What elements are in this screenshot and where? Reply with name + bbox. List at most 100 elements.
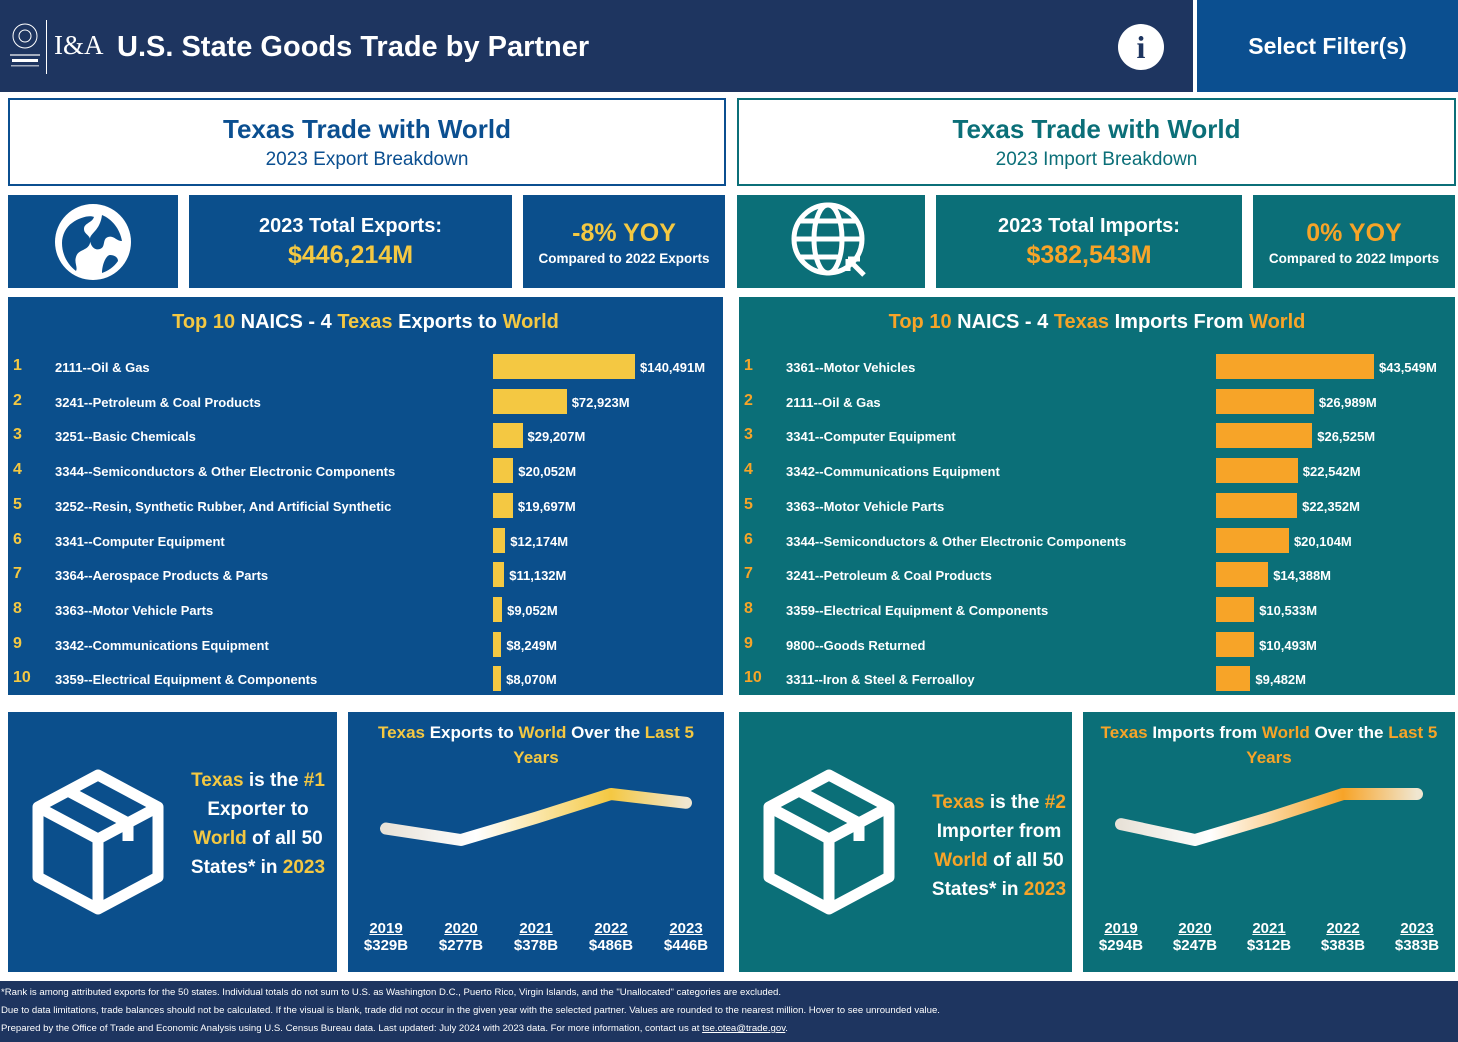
value-label: $8,249M: [506, 637, 557, 653]
title-segment: Texas: [378, 723, 425, 742]
rank-number: 7: [744, 565, 753, 583]
trend-point-label[interactable]: 2019 $294B: [1091, 920, 1151, 954]
naics-name: 3363--Motor Vehicle Parts: [55, 602, 214, 618]
top10-row[interactable]: 6 3344--Semiconductors & Other Electronic…: [739, 523, 1455, 557]
top10-row[interactable]: 1 2111--Oil & Gas $140,491M: [8, 349, 723, 383]
trend-value: $383B: [1394, 937, 1440, 954]
top10-row[interactable]: 1 3361--Motor Vehicles $43,549M: [739, 349, 1455, 383]
value-label: $9,052M: [507, 602, 558, 618]
trend-point-label[interactable]: 2020 $277B: [431, 920, 491, 954]
top10-row[interactable]: 3 3251--Basic Chemicals $29,207M: [8, 418, 723, 452]
footer-note-3: Prepared by the Office of Trade and Econ…: [1, 1017, 1458, 1035]
trend-point-label[interactable]: 2023 $446B: [656, 920, 716, 954]
rank-number: 10: [13, 669, 31, 687]
info-icon[interactable]: i: [1118, 24, 1164, 70]
export-trend-title: Texas Exports to World Over the Last 5 Y…: [358, 720, 714, 770]
naics-name: 3359--Electrical Equipment & Components: [55, 672, 318, 688]
import-title: Texas Trade with World: [952, 114, 1241, 144]
top10-row[interactable]: 10 3359--Electrical Equipment & Component…: [8, 661, 723, 695]
export-rank-card: Texas is the #1 Exporter to World of all…: [8, 712, 337, 972]
title-segment: Over the: [566, 723, 645, 742]
naics-name: 3364--Aerospace Products & Parts: [55, 568, 269, 584]
rank-number: 8: [744, 599, 753, 617]
contact-email-link[interactable]: tse.otea@trade.gov: [702, 1023, 786, 1034]
footer-note-1: *Rank is among attributed exports for th…: [1, 987, 782, 998]
title-segment: 2023: [282, 857, 326, 878]
title-segment: Texas: [1053, 311, 1110, 333]
trend-point-label[interactable]: 2023 $383B: [1387, 920, 1447, 954]
value-bar: [493, 666, 502, 692]
top10-row[interactable]: 8 3359--Electrical Equipment & Components…: [739, 592, 1455, 626]
value-label: $22,352M: [1302, 498, 1360, 514]
value-bar: [1216, 458, 1298, 484]
top10-row[interactable]: 2 2111--Oil & Gas $26,989M: [739, 384, 1455, 418]
title-segment: NAICS - 4: [235, 311, 338, 333]
trend-year: 2019: [369, 920, 403, 937]
value-bar: [1216, 492, 1298, 518]
trend-point-label[interactable]: 2021 $312B: [1239, 920, 1299, 954]
trend-point-label[interactable]: 2020 $247B: [1165, 920, 1225, 954]
title-segment: is the: [243, 770, 304, 791]
header-bar: [0, 0, 1193, 92]
total-imports-label: 2023 Total Imports:: [998, 215, 1180, 237]
top10-row[interactable]: 4 3344--Semiconductors & Other Electronic…: [8, 453, 723, 487]
top10-row[interactable]: 10 3311--Iron & Steel & Ferroalloy $9,482M: [739, 661, 1455, 695]
footer-note-2: Due to data limitations, trade balances …: [1, 1005, 940, 1016]
import-yoy-value: 0% YOY: [1306, 219, 1402, 247]
rank-number: 10: [744, 669, 762, 687]
import-icon-box: [737, 195, 925, 288]
import-trend-title: Texas Imports from World Over the Last 5…: [1093, 720, 1445, 770]
rank-number: 2: [13, 391, 22, 409]
top10-row[interactable]: 7 3241--Petroleum & Coal Products $14,388M: [739, 557, 1455, 591]
export-subtitle: 2023 Export Breakdown: [265, 149, 469, 170]
trend-point-label[interactable]: 2021 $378B: [506, 920, 566, 954]
value-label: $14,388M: [1273, 568, 1332, 584]
top10-row[interactable]: 5 3252--Resin, Synthetic Rubber, And Arti…: [8, 488, 723, 522]
value-label: $19,697M: [517, 498, 576, 514]
import-subtitle: 2023 Import Breakdown: [995, 149, 1198, 170]
naics-name: 3341--Computer Equipment: [55, 533, 225, 549]
trend-year: 2020: [444, 920, 478, 937]
top10-row[interactable]: 5 3363--Motor Vehicle Parts $22,352M: [739, 488, 1455, 522]
top10-row[interactable]: 7 3364--Aerospace Products & Parts $11,132…: [8, 557, 723, 591]
title-segment: Exports to: [425, 723, 519, 742]
export-yoy-caption: Compared to 2022 Exports: [538, 251, 710, 266]
top10-row[interactable]: 9 9800--Goods Returned $10,493M: [739, 627, 1455, 661]
value-bar: [493, 388, 567, 414]
top10-row[interactable]: 4 3342--Communications Equipment $22,542M: [739, 453, 1455, 487]
trend-line-svg: [380, 788, 692, 846]
top10-row[interactable]: 3 3341--Computer Equipment $26,525M: [739, 418, 1455, 452]
value-bar: [1216, 666, 1251, 692]
value-bar: [493, 492, 513, 518]
naics-name: 3363--Motor Vehicle Parts: [786, 498, 945, 514]
trend-year: 2023: [1400, 920, 1434, 937]
title-segment: Imports From: [1109, 311, 1250, 333]
title-segment: 2023: [1023, 879, 1067, 900]
total-exports-label: 2023 Total Exports:: [258, 215, 443, 237]
trend-year: 2020: [1178, 920, 1212, 937]
rank-number: 9: [13, 634, 22, 652]
title-segment: Over the: [1309, 723, 1389, 742]
export-title: Texas Trade with World: [223, 114, 511, 144]
trend-point-label[interactable]: 2019 $329B: [356, 920, 416, 954]
trend-point-label[interactable]: 2022 $383B: [1313, 920, 1373, 954]
rank-number: 5: [13, 495, 22, 513]
top10-row[interactable]: 6 3341--Computer Equipment $12,174M: [8, 523, 723, 557]
value-label: $43,549M: [1379, 360, 1437, 375]
value-bar: [493, 423, 523, 449]
rank-number: 4: [13, 461, 22, 479]
rank-statement: Texas is the #1 Exporter to World of all…: [183, 766, 333, 882]
top10-row[interactable]: 2 3241--Petroleum & Coal Products $72,923M: [8, 384, 723, 418]
title-segment: Texas: [191, 770, 244, 791]
top10-row[interactable]: 8 3363--Motor Vehicle Parts $9,052M: [8, 592, 723, 626]
import-trend-chart: Texas Imports from World Over the Last 5…: [1083, 712, 1455, 972]
select-filters-button[interactable]: Select Filter(s): [1197, 0, 1458, 92]
trend-point-label[interactable]: 2022 $486B: [581, 920, 641, 954]
trend-line-svg: [1115, 788, 1423, 846]
rank-number: 4: [744, 461, 753, 479]
value-bar: [493, 562, 505, 588]
top10-row[interactable]: 9 3342--Communications Equipment $8,249M: [8, 627, 723, 661]
title-segment: World: [1249, 311, 1306, 333]
footer-note-3-end: .: [785, 1023, 788, 1034]
naics-name: 3359--Electrical Equipment & Components: [786, 602, 1049, 618]
